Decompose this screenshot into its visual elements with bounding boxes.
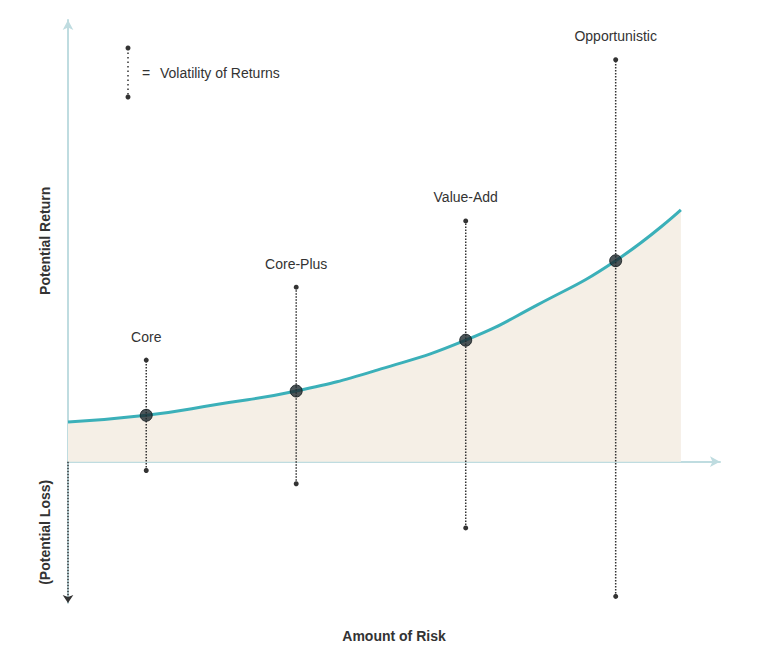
svg-text:Volatility of Returns: Volatility of Returns — [160, 65, 280, 81]
svg-text:Amount of Risk: Amount of Risk — [342, 628, 446, 644]
svg-text:(Potential Loss): (Potential Loss) — [37, 480, 53, 585]
svg-text:Core: Core — [131, 329, 162, 345]
svg-text:Value-Add: Value-Add — [434, 189, 498, 205]
svg-text:Opportunistic: Opportunistic — [574, 28, 656, 44]
svg-text:Core-Plus: Core-Plus — [265, 256, 327, 272]
svg-text:=: = — [142, 65, 150, 81]
svg-text:Potential Return: Potential Return — [37, 187, 53, 295]
